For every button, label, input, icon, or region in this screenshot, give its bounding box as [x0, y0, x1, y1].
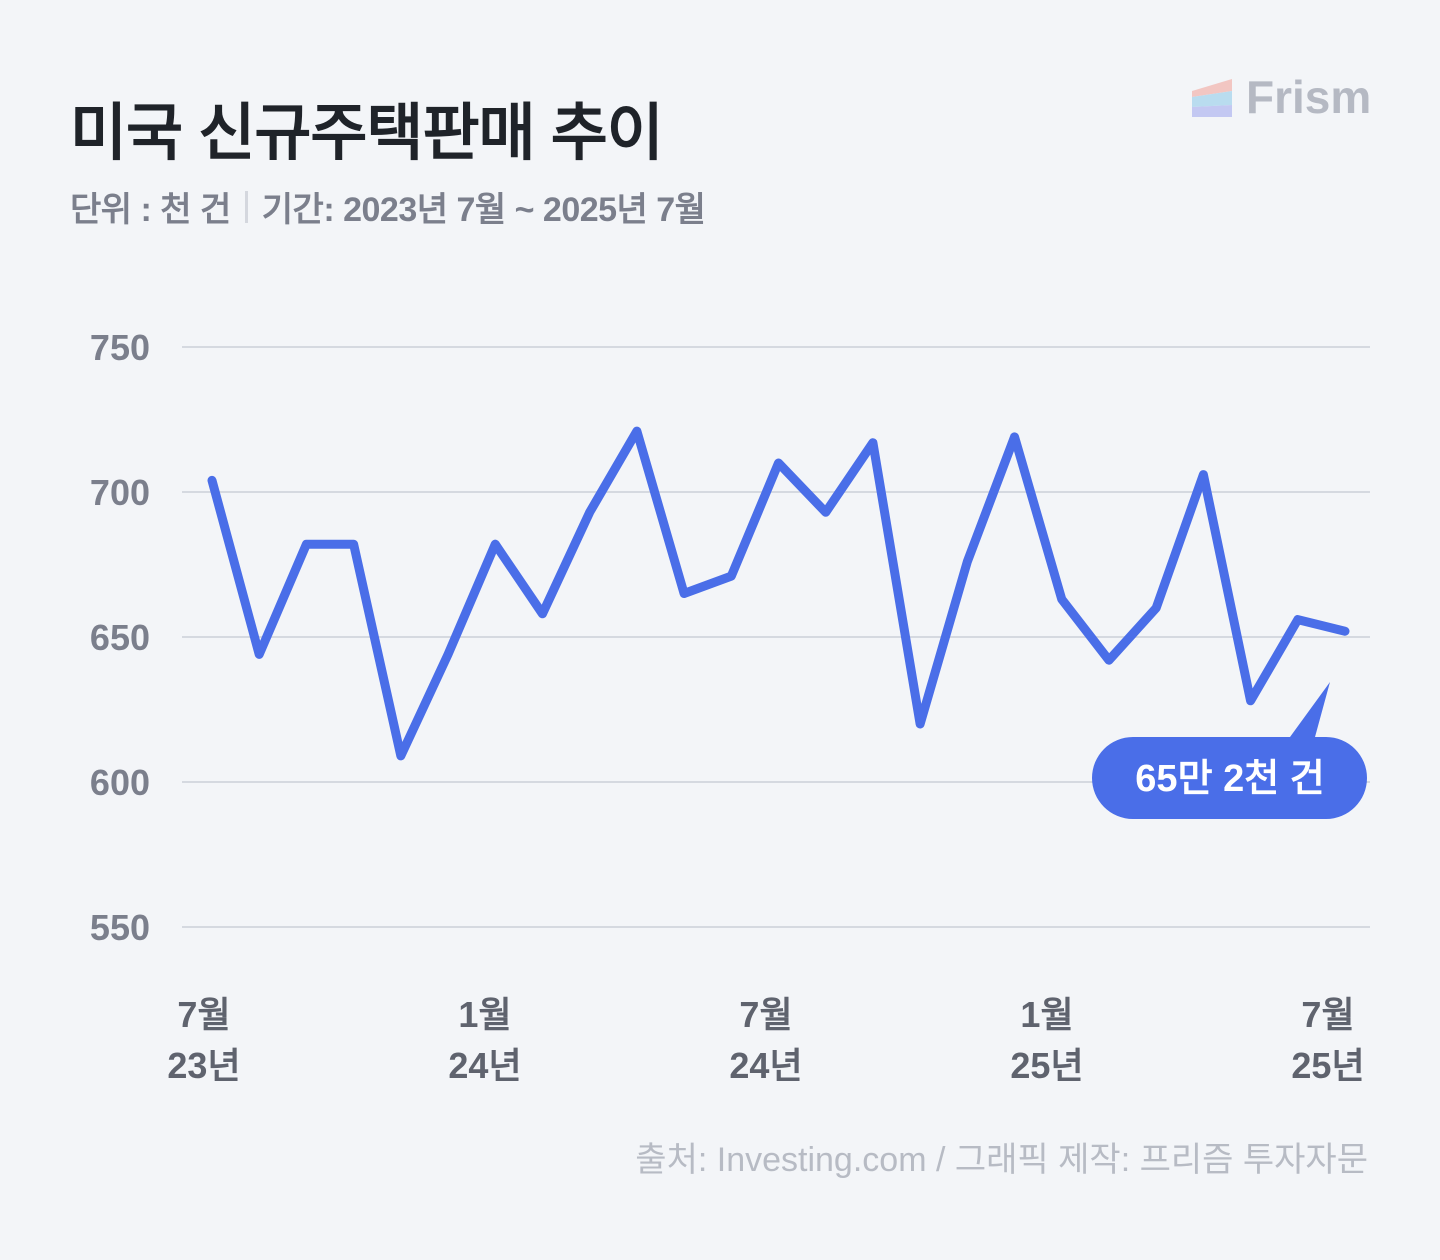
page-title: 미국 신규주택판매 추이	[70, 99, 664, 168]
x-tick-label: 7월	[177, 994, 230, 1035]
x-tick-label: 7월	[1301, 994, 1354, 1035]
callout-bubble	[1092, 682, 1367, 819]
x-tick-label: 1월	[1020, 994, 1073, 1035]
y-tick-label: 650	[90, 617, 150, 658]
x-tick-label: 24년	[448, 1045, 521, 1086]
callout-text: 65만 2천 건	[1135, 758, 1324, 800]
y-tick-label: 750	[90, 327, 150, 368]
frism-logo: Frism	[1192, 70, 1371, 124]
series-line	[207, 426, 1350, 761]
y-tick-label: 700	[90, 472, 150, 513]
x-tick-label: 7월	[739, 994, 792, 1035]
x-tick-label: 25년	[1291, 1045, 1364, 1086]
source-note: 출처: Investing.com / 그래픽 제작: 프리즘 투자자문	[635, 1141, 1368, 1179]
x-tick-label: 25년	[1010, 1045, 1083, 1086]
x-tick-label: 24년	[729, 1045, 802, 1086]
x-tick-label: 1월	[458, 994, 511, 1035]
divider	[244, 190, 248, 223]
y-tick-label: 550	[90, 907, 150, 948]
period-label: 기간: 2023년 7월 ~ 2025년 7월	[261, 191, 706, 229]
logo-icon	[1192, 79, 1232, 117]
subtitle: 단위 : 천 건 기간: 2023년 7월 ~ 2025년 7월	[70, 182, 706, 231]
y-tick-label: 600	[90, 762, 150, 803]
unit-label: 단위 : 천 건	[70, 191, 231, 229]
x-tick-label: 23년	[167, 1045, 240, 1086]
value-callout: 65만 2천 건	[1092, 682, 1367, 819]
logo-text: Frism	[1246, 71, 1372, 123]
